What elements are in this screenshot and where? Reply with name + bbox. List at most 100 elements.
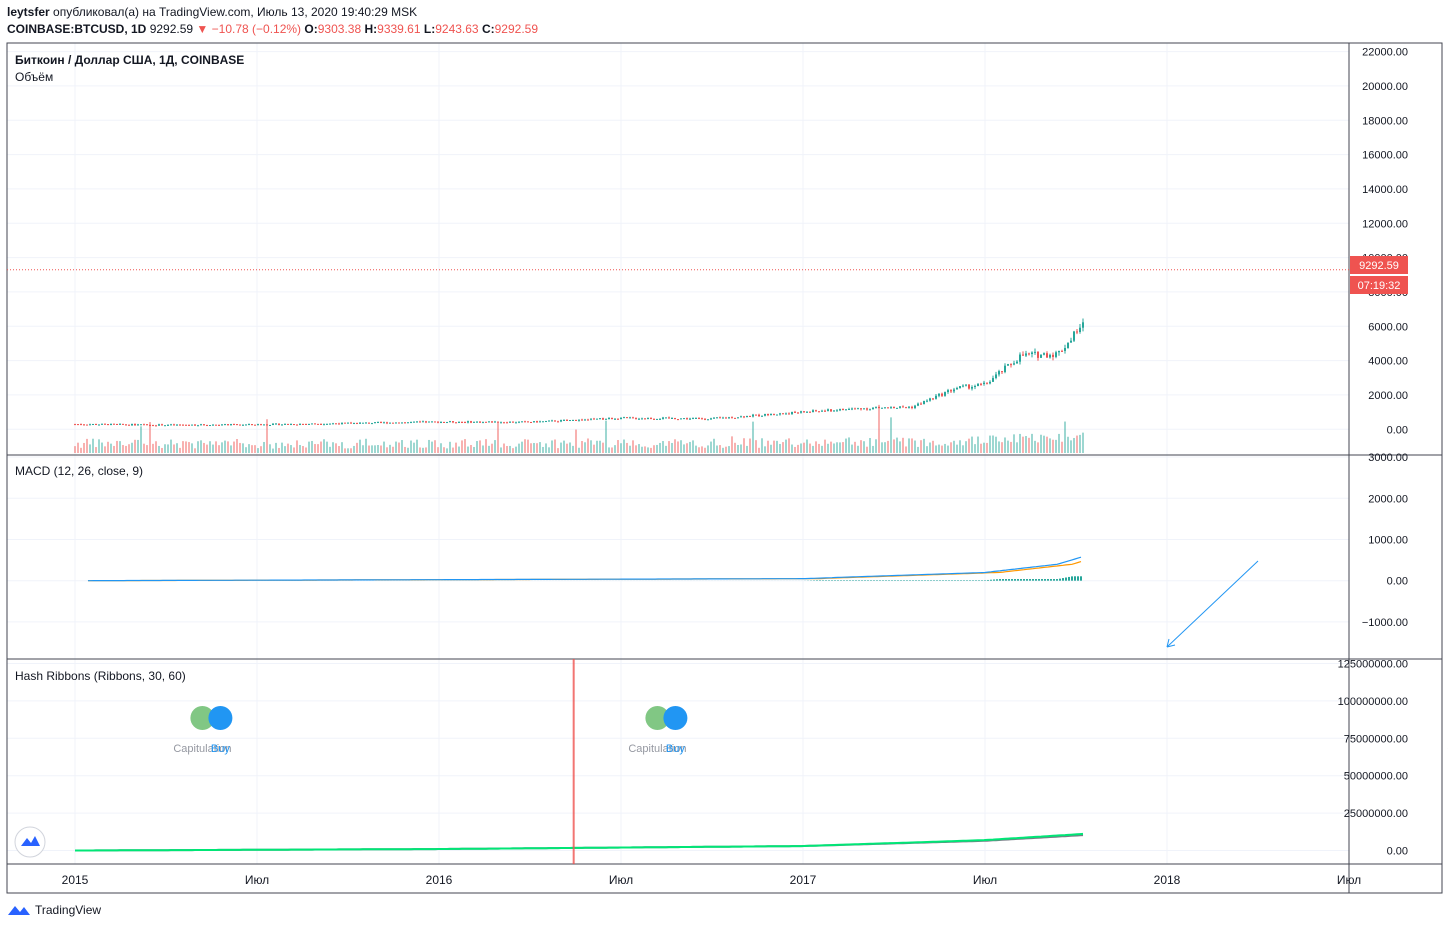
candle bbox=[842, 409, 844, 411]
volume-bar bbox=[227, 441, 229, 453]
volume-bar bbox=[374, 445, 376, 453]
volume-bar bbox=[650, 447, 652, 453]
volume-bar bbox=[644, 446, 646, 453]
fast-ribbon bbox=[75, 832, 1084, 852]
volume-bar bbox=[161, 447, 163, 453]
author-name[interactable]: leytsfer bbox=[7, 5, 50, 19]
candle bbox=[1064, 348, 1066, 351]
volume-bar bbox=[188, 442, 190, 453]
symbol-label[interactable]: COINBASE:BTCUSD, 1D bbox=[7, 22, 147, 36]
candle bbox=[413, 421, 415, 423]
volume-bar bbox=[902, 437, 904, 453]
grid-lines bbox=[7, 43, 1350, 864]
candle bbox=[800, 411, 802, 413]
volume-bar bbox=[968, 438, 970, 453]
candle bbox=[794, 411, 796, 413]
candle bbox=[227, 424, 229, 426]
volume-bar bbox=[926, 446, 928, 453]
volume-bar bbox=[494, 440, 496, 453]
volume-bar bbox=[767, 440, 769, 453]
candle bbox=[365, 422, 367, 424]
time-tick-label: Июл bbox=[973, 873, 997, 887]
volume-bar bbox=[428, 439, 430, 453]
candle bbox=[728, 417, 730, 419]
volume-bar bbox=[1022, 436, 1024, 453]
volume-bar bbox=[971, 436, 973, 453]
volume-bar bbox=[509, 445, 511, 453]
volume-bar bbox=[599, 440, 601, 453]
price-badge-bg bbox=[1350, 256, 1408, 274]
volume-bar bbox=[674, 439, 676, 453]
volume-bar bbox=[785, 439, 787, 453]
candle bbox=[389, 422, 391, 424]
volume-bar bbox=[854, 441, 856, 453]
tradingview-logo-icon[interactable] bbox=[14, 826, 46, 858]
macd-histogram-bar bbox=[1077, 576, 1079, 581]
candle bbox=[578, 419, 580, 421]
volume-bar bbox=[128, 444, 130, 453]
candle bbox=[563, 419, 565, 421]
candle bbox=[278, 423, 280, 425]
volume-bar bbox=[1064, 421, 1066, 453]
candle bbox=[374, 422, 376, 424]
volume-bar bbox=[83, 442, 85, 453]
volume-bar bbox=[986, 442, 988, 453]
volume-bar bbox=[545, 443, 547, 453]
macd-histogram-bar bbox=[993, 579, 995, 581]
macd-histogram-bar bbox=[1074, 576, 1076, 581]
candle bbox=[890, 406, 892, 408]
volume-bar bbox=[620, 443, 622, 453]
volume-bar bbox=[512, 448, 514, 453]
change-value: −10.78 (−0.12%) bbox=[211, 22, 302, 36]
candle bbox=[470, 421, 472, 423]
volume-bar bbox=[824, 439, 826, 453]
volume-bar bbox=[122, 445, 124, 453]
signal-label: Capitulation bbox=[628, 743, 686, 755]
candle bbox=[224, 424, 226, 426]
candle bbox=[671, 418, 673, 420]
candle bbox=[1028, 353, 1030, 355]
candle bbox=[425, 421, 427, 423]
candle bbox=[479, 421, 481, 423]
volume-bar bbox=[251, 445, 253, 453]
candle bbox=[986, 382, 988, 384]
volume-bar bbox=[806, 439, 808, 453]
volume-bar bbox=[911, 438, 913, 453]
candle bbox=[857, 408, 859, 410]
volume-bar bbox=[827, 443, 829, 453]
volume-bar bbox=[167, 444, 169, 453]
candle bbox=[869, 409, 871, 411]
candle bbox=[722, 417, 724, 419]
volume-bar bbox=[338, 446, 340, 453]
volume-bar bbox=[641, 446, 643, 453]
volume-bar bbox=[611, 447, 613, 453]
candle bbox=[161, 424, 163, 426]
candle bbox=[455, 422, 457, 424]
candle bbox=[275, 423, 277, 425]
macd-line bbox=[88, 556, 1082, 582]
volume-bar bbox=[635, 445, 637, 453]
volume-bar bbox=[236, 439, 238, 453]
macd-histogram-bar bbox=[1080, 576, 1082, 581]
volume-bar bbox=[731, 436, 733, 453]
candle bbox=[1007, 364, 1009, 366]
candle bbox=[353, 423, 355, 425]
candle bbox=[179, 424, 181, 426]
candle bbox=[626, 417, 628, 419]
volume-bar bbox=[812, 445, 814, 453]
volume-bar bbox=[872, 445, 874, 453]
volume-bar bbox=[725, 446, 727, 453]
volume-bar bbox=[485, 439, 487, 453]
volume-bar bbox=[185, 441, 187, 453]
volume-bar bbox=[491, 443, 493, 453]
volume-bar bbox=[773, 440, 775, 453]
candle bbox=[866, 408, 868, 410]
capitulation-signal-dot bbox=[190, 706, 215, 730]
candle bbox=[752, 414, 754, 417]
volume-bar bbox=[761, 438, 763, 453]
volume-bar bbox=[779, 443, 781, 453]
candle bbox=[746, 415, 748, 418]
footer-brand[interactable]: TradingView bbox=[7, 903, 101, 917]
volume-bar bbox=[1025, 436, 1027, 453]
